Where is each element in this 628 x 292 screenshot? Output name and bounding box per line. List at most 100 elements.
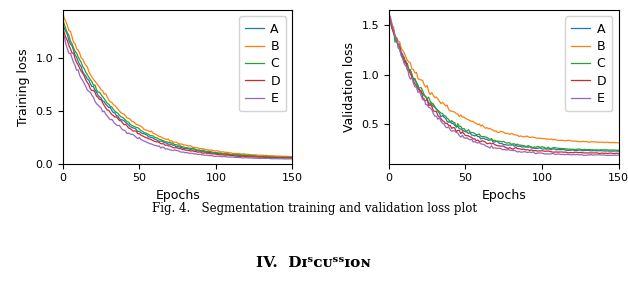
E xyxy=(546,152,553,156)
Line: D: D xyxy=(389,17,619,154)
D xyxy=(284,156,291,160)
Text: Fig. 4.   Segmentation training and validation loss plot: Fig. 4. Segmentation training and valida… xyxy=(151,202,477,215)
X-axis label: Epochs: Epochs xyxy=(482,189,526,202)
B xyxy=(614,141,621,145)
Line: C: C xyxy=(63,20,293,157)
Line: E: E xyxy=(63,34,293,159)
B xyxy=(205,148,212,152)
E xyxy=(59,32,67,36)
D xyxy=(610,152,618,155)
B xyxy=(171,140,178,144)
A xyxy=(524,145,532,149)
A xyxy=(605,150,613,153)
E xyxy=(289,157,296,161)
C xyxy=(140,131,148,134)
B xyxy=(387,21,394,24)
E xyxy=(497,147,504,150)
A xyxy=(497,142,504,145)
Y-axis label: Training loss: Training loss xyxy=(17,48,30,126)
D xyxy=(385,16,392,20)
C xyxy=(171,143,178,146)
B xyxy=(615,141,622,145)
D xyxy=(615,152,622,155)
A xyxy=(220,152,227,156)
C xyxy=(198,148,206,152)
B xyxy=(385,21,392,25)
E xyxy=(140,139,148,143)
Line: B: B xyxy=(63,13,293,157)
E xyxy=(604,154,612,157)
A xyxy=(205,151,212,154)
D xyxy=(59,26,67,29)
D xyxy=(548,150,555,153)
A xyxy=(546,147,553,151)
C xyxy=(610,148,618,152)
A xyxy=(284,156,291,159)
A xyxy=(59,22,67,25)
A xyxy=(615,150,622,153)
A xyxy=(385,10,392,13)
E xyxy=(524,151,532,154)
A xyxy=(289,156,296,159)
Legend: A, B, C, D, E: A, B, C, D, E xyxy=(239,16,286,112)
B xyxy=(140,128,148,131)
Line: A: A xyxy=(389,11,619,151)
D xyxy=(198,152,206,155)
B xyxy=(284,155,291,158)
C xyxy=(524,144,532,147)
A xyxy=(171,143,178,147)
E xyxy=(531,151,538,154)
E xyxy=(615,153,622,157)
D xyxy=(614,152,621,155)
C xyxy=(615,149,622,152)
C xyxy=(289,156,296,159)
A xyxy=(286,156,293,159)
E xyxy=(171,148,178,152)
A xyxy=(531,147,538,150)
E xyxy=(612,153,619,157)
C xyxy=(220,152,227,155)
C xyxy=(385,14,392,17)
D xyxy=(468,135,475,139)
B xyxy=(220,150,227,154)
Line: A: A xyxy=(63,23,293,158)
A xyxy=(140,132,148,135)
B xyxy=(59,11,67,15)
C xyxy=(497,140,504,143)
C xyxy=(467,131,474,134)
E xyxy=(220,154,227,158)
Line: C: C xyxy=(389,15,619,150)
B xyxy=(612,141,619,145)
D xyxy=(205,152,212,155)
A xyxy=(198,150,206,153)
B xyxy=(468,119,475,123)
B xyxy=(526,136,534,139)
C xyxy=(531,145,538,149)
X-axis label: Epochs: Epochs xyxy=(155,189,200,202)
C xyxy=(284,156,291,159)
A xyxy=(467,131,474,134)
C xyxy=(546,147,553,150)
D xyxy=(220,153,227,157)
B xyxy=(499,130,506,133)
E xyxy=(385,11,392,15)
D xyxy=(289,156,296,160)
B xyxy=(198,147,206,150)
C xyxy=(205,150,212,153)
D xyxy=(286,157,293,160)
E xyxy=(205,154,212,157)
E xyxy=(467,138,474,142)
Y-axis label: Validation loss: Validation loss xyxy=(343,42,356,132)
D xyxy=(526,149,534,152)
A xyxy=(612,149,619,153)
B xyxy=(532,136,539,140)
D xyxy=(499,144,506,148)
E xyxy=(284,157,291,161)
Text: IV.  Dɪˢᴄᴜˢˢɪᴏɴ: IV. Dɪˢᴄᴜˢˢɪᴏɴ xyxy=(256,256,372,270)
C xyxy=(59,18,67,22)
B xyxy=(289,155,296,159)
D xyxy=(532,149,539,152)
Line: E: E xyxy=(389,13,619,155)
E xyxy=(198,153,206,157)
Legend: A, B, C, D, E: A, B, C, D, E xyxy=(565,16,612,112)
